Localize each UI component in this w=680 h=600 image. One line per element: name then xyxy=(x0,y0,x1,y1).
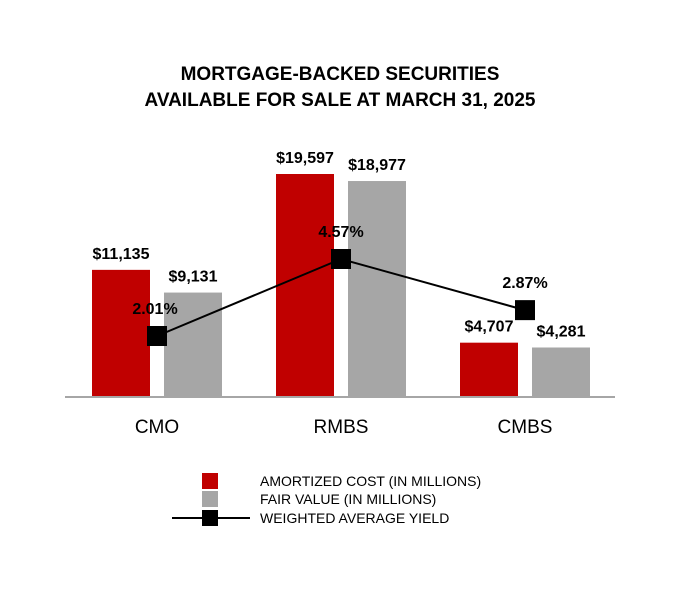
yield-value-label: 4.57% xyxy=(318,224,363,241)
bar-value-label: $4,281 xyxy=(537,324,586,341)
axis-layer: CMO RMBS CMBS xyxy=(65,396,615,438)
bar-value-label: $11,135 xyxy=(93,246,150,263)
yield-marker-cmo xyxy=(147,326,167,346)
bars-layer xyxy=(92,174,590,396)
bar-rmbs-amortized-cost xyxy=(276,174,334,396)
bar-value-label: $4,707 xyxy=(465,319,514,336)
legend-swatch-amortized-cost xyxy=(202,473,218,489)
legend-swatch-fair-value xyxy=(202,491,218,507)
bar-value-label: $18,977 xyxy=(348,157,406,174)
yield-value-label: 2.01% xyxy=(132,301,177,318)
chart-title-line-2: AVAILABLE FOR SALE AT MARCH 31, 2025 xyxy=(144,90,536,111)
chart-title-line-1: MORTGAGE-BACKED SECURITIES xyxy=(180,64,500,85)
legend-label-fair-value: FAIR VALUE (IN MILLIONS) xyxy=(260,491,436,507)
legend-layer: AMORTIZED COST (IN MILLIONS) FAIR VALUE (… xyxy=(172,473,481,526)
bar-value-label: $9,131 xyxy=(169,269,218,286)
legend-marker-yield xyxy=(202,510,218,526)
yield-marker-cmbs xyxy=(515,300,535,321)
bar-rmbs-fair-value xyxy=(348,181,406,396)
category-label-cmo: CMO xyxy=(135,417,179,438)
bar-cmo-fair-value xyxy=(164,292,222,396)
bar-cmbs-amortized-cost xyxy=(460,342,518,396)
bar-cmbs-fair-value xyxy=(532,347,590,396)
legend-label-amortized-cost: AMORTIZED COST (IN MILLIONS) xyxy=(260,473,481,489)
labels-layer: $11,135 $19,597 $4,707 $9,131 $18,977 $4,281 2… xyxy=(93,150,586,341)
legend-label-yield: WEIGHTED AVERAGE YIELD xyxy=(260,510,449,526)
category-label-cmbs: CMBS xyxy=(498,417,553,438)
line-layer xyxy=(147,249,535,346)
category-label-rmbs: RMBS xyxy=(314,417,369,438)
bar-value-label: $19,597 xyxy=(276,150,334,167)
yield-marker-rmbs xyxy=(331,249,351,269)
yield-value-label: 2.87% xyxy=(502,275,547,292)
bar-cmo-amortized-cost xyxy=(92,269,150,396)
